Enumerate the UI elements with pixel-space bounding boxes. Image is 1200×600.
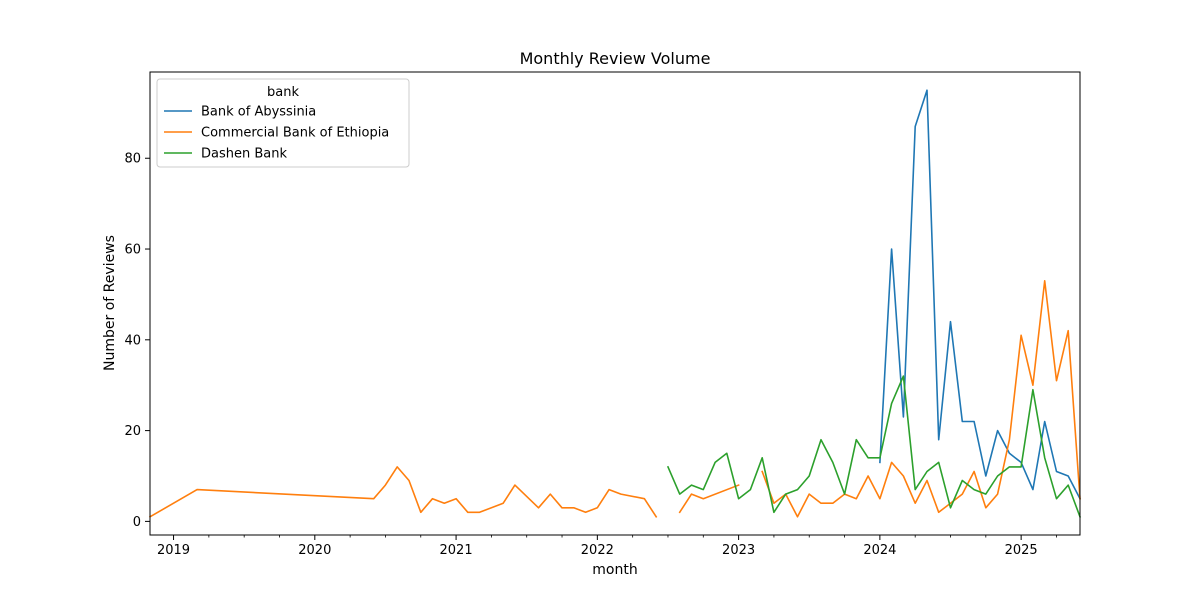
legend: bank Bank of Abyssinia Commercial Bank of… <box>156 78 410 168</box>
series-line-1-1 <box>678 484 740 514</box>
legend-label-0: Bank of Abyssinia <box>201 105 316 120</box>
y-tick-label-3: 60 <box>124 243 141 258</box>
series-line-0-0 <box>879 89 1082 500</box>
x-axis-label: month <box>592 562 637 578</box>
x-tick-label-1: 2020 <box>298 543 331 558</box>
legend-label-1: Commercial Bank of Ethiopia <box>201 126 389 141</box>
chart-title: Monthly Review Volume <box>520 49 711 68</box>
plot-frame <box>149 71 1081 536</box>
y-tick-label-1: 20 <box>124 424 141 439</box>
legend-box <box>156 78 410 168</box>
x-tick-label-2: 2021 <box>440 543 473 558</box>
y-tick-label-4: 80 <box>124 152 141 167</box>
x-tick-label-0: 2019 <box>157 543 190 558</box>
y-axis-label: Number of Reviews <box>102 235 118 371</box>
series-line-2-0 <box>666 375 1082 518</box>
x-tick-label-4: 2023 <box>722 543 755 558</box>
legend-entries: Bank of Abyssinia Commercial Bank of Ethi… <box>164 105 389 162</box>
legend-label-2: Dashen Bank <box>201 147 287 162</box>
series-line-1-0 <box>148 466 658 518</box>
x-tick-label-5: 2024 <box>863 543 896 558</box>
y-axis-ticks: 0 20 40 60 80 <box>124 152 150 530</box>
y-tick-label-0: 0 <box>133 515 141 530</box>
legend-title: bank <box>267 85 299 100</box>
x-tick-label-3: 2022 <box>581 543 614 558</box>
series-line-1-2 <box>761 279 1081 518</box>
x-axis-ticks: 2019 2020 2021 2022 2023 2024 2025 <box>157 535 1057 558</box>
plot-lines <box>148 89 1082 518</box>
x-tick-label-6: 2025 <box>1005 543 1038 558</box>
y-tick-label-2: 40 <box>124 333 141 348</box>
